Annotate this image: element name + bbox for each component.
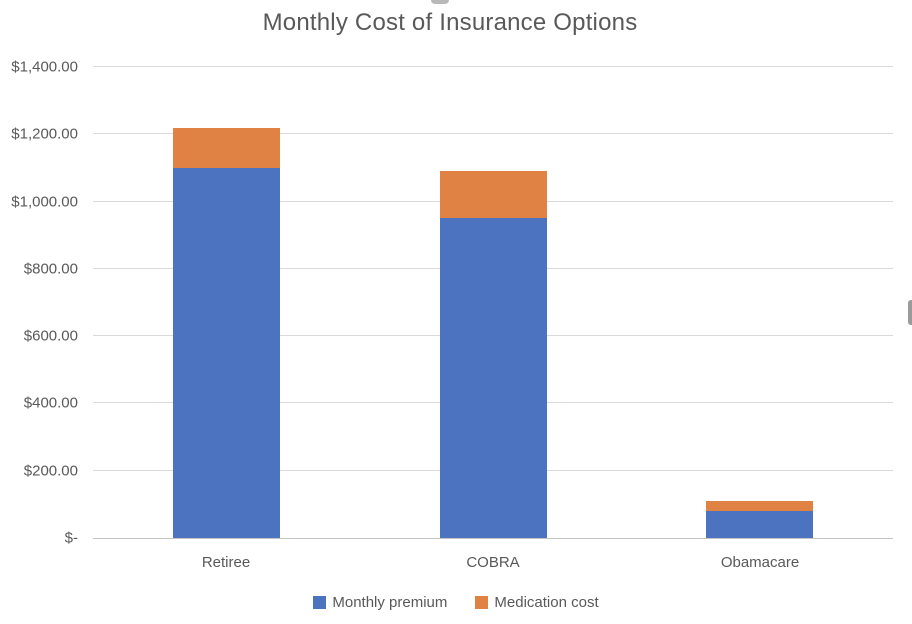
y-tick-label-200: $200.00 bbox=[23, 462, 78, 480]
bar-cobra-medication-cost bbox=[440, 171, 547, 218]
y-axis-tick-labels: $- $200.00 $400.00 $600.00 $800.00 $1,000.00 $… bbox=[0, 59, 80, 547]
gridline-1400 bbox=[93, 66, 893, 67]
plot-area bbox=[93, 66, 893, 539]
y-tick-label-1000: $1,000.00 bbox=[11, 193, 78, 211]
chart-title: Monthly Cost of Insurance Options bbox=[262, 9, 638, 36]
legend: Monthly premium Medication cost bbox=[0, 594, 912, 611]
x-label-obamacare: Obamacare bbox=[720, 554, 800, 571]
legend-label: Medication cost bbox=[494, 594, 599, 611]
y-tick-label-1200: $1,200.00 bbox=[11, 125, 78, 143]
y-tick-label-0: $- bbox=[64, 529, 78, 547]
x-label-cobra: COBRA bbox=[466, 554, 520, 571]
bar-retiree-monthly-premium bbox=[173, 168, 280, 538]
legend-label: Monthly premium bbox=[332, 594, 448, 611]
bar-obamacare-medication-cost bbox=[706, 501, 813, 511]
x-axis-category-labels: Retiree COBRA Obamacare bbox=[93, 554, 893, 574]
y-tick-label-400: $400.00 bbox=[23, 394, 78, 412]
bar-cobra-monthly-premium bbox=[440, 218, 547, 538]
bar-obamacare-monthly-premium bbox=[706, 511, 813, 538]
x-label-retiree: Retiree bbox=[201, 554, 251, 571]
legend-item-medication-cost: Medication cost bbox=[475, 594, 599, 611]
y-tick-label-800: $800.00 bbox=[23, 260, 78, 278]
gridline-1200 bbox=[93, 133, 893, 134]
legend-marker-icon bbox=[475, 596, 489, 609]
x-axis-line bbox=[93, 538, 893, 539]
scrollbar-thumb[interactable] bbox=[908, 300, 912, 325]
bar-retiree-medication-cost bbox=[173, 128, 280, 168]
y-tick-label-1400: $1,400.00 bbox=[11, 58, 78, 76]
y-tick-label-600: $600.00 bbox=[23, 327, 78, 345]
top-edge-artifact bbox=[431, 0, 449, 4]
legend-item-monthly-premium: Monthly premium bbox=[313, 594, 447, 611]
legend-marker-icon bbox=[313, 596, 327, 609]
